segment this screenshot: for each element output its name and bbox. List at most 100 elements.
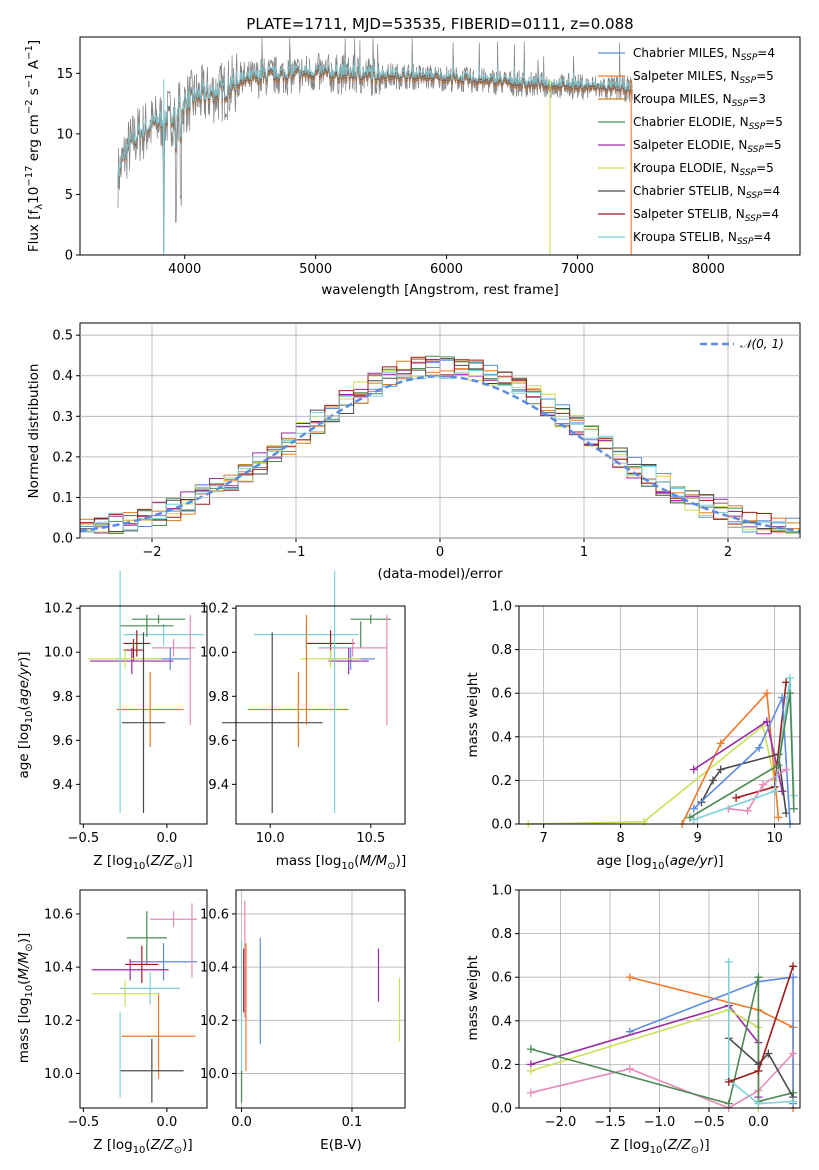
- y-tick-label: 0.4: [491, 730, 512, 745]
- weight-marker: [764, 1049, 773, 1058]
- weight-marker: [754, 1066, 763, 1075]
- spectrum-xlabel: wavelength [Angstrom, rest frame]: [321, 282, 559, 298]
- y-tick-label: 0.2: [491, 1058, 512, 1073]
- weight-z-ylabel: mass weight: [465, 955, 481, 1040]
- weight-marker: [709, 776, 718, 785]
- panel-marks: [88, 570, 204, 813]
- panel-marks: [524, 673, 798, 828]
- weight-marker: [754, 1099, 763, 1108]
- weight-vs-metallicity-panel: −2.0 −1.5 −1.0 −0.5 0.0 0.0 0.2 0.4 0.6 0.8 1.0: [491, 884, 801, 1130]
- weight-line: [530, 977, 794, 1105]
- x-tick-label: 0: [436, 545, 444, 560]
- weight-marker: [785, 689, 794, 698]
- mass-vs-metallicity-panel: −0.5 0.0 10.0 10.2 10.4 10.6: [44, 889, 208, 1130]
- panel-marks: [221, 570, 391, 813]
- legend-label: Chabrier ELODIE, NSSP=5: [633, 115, 783, 132]
- y-tick-label: 0.8: [491, 927, 512, 942]
- panel-frame: [518, 605, 801, 825]
- y-tick-label: 9.6: [208, 734, 229, 749]
- x-tick-label: −1.0: [644, 1115, 676, 1130]
- y-tick-label: 15: [56, 67, 73, 82]
- x-tick-label: 5000: [299, 262, 332, 277]
- y-tick-label: 0.0: [52, 532, 73, 547]
- residual-legend: 𝒩(0, 1): [700, 337, 784, 351]
- panel-frame: [79, 605, 208, 825]
- x-tick-label: 2: [724, 545, 732, 560]
- x-tick-label: −1: [286, 545, 305, 560]
- legend-label: Chabrier STELIB, NSSP=4: [633, 184, 780, 201]
- x-tick-label: 8000: [692, 262, 725, 277]
- panel-marks: [240, 900, 401, 1103]
- y-tick-label: 10.4: [200, 961, 229, 976]
- x-tick-label: −0.5: [68, 831, 100, 846]
- spectrum-panel: PLATE=1711, MJD=53535, FIBERID=0111, z=0…: [24, 15, 801, 298]
- weight-marker: [625, 1064, 634, 1073]
- weight-marker: [755, 743, 764, 752]
- y-tick-label: 0.8: [491, 643, 512, 658]
- panel-frame: [235, 605, 406, 825]
- weight-marker: [526, 1088, 535, 1097]
- mass-vs-ebv-panel: 0.0 0.1 10.0 10.2 10.4 10.6: [200, 889, 406, 1130]
- legend-label: Kroupa MILES, NSSP=3: [633, 92, 766, 109]
- weight-marker: [724, 957, 733, 966]
- weight-marker: [625, 973, 634, 982]
- weight-marker: [789, 962, 798, 971]
- weight-vs-age-panel: 7 8 9 10 0.0 0.2 0.4 0.6 0.8 1.0: [491, 600, 801, 846]
- age-vs-mass-panel: 10.0 10.5 9.4 9.6 9.8 10.0 10.2: [200, 570, 406, 846]
- weight-marker: [789, 973, 798, 982]
- weight-marker: [770, 787, 779, 796]
- y-tick-label: 9.4: [208, 778, 229, 793]
- x-tick-label: 8: [616, 831, 624, 846]
- y-tick-label: 0.2: [491, 774, 512, 789]
- x-tick-label: 0.0: [231, 1115, 252, 1130]
- panel-marks: [91, 903, 197, 1103]
- weight-marker: [789, 804, 798, 813]
- age-z-ylabel: age [log10(age/yr)]: [16, 651, 35, 778]
- legend-label: Salpeter ELODIE, NSSP=5: [633, 138, 782, 155]
- weight-marker: [526, 1066, 535, 1075]
- y-tick-label: 0.6: [491, 687, 512, 702]
- panel-frame: [518, 889, 801, 1109]
- x-tick-label: 0.0: [157, 831, 178, 846]
- y-tick-label: 0.2: [52, 450, 73, 465]
- y-tick-label: 1.0: [491, 600, 512, 615]
- y-tick-label: 10.2: [200, 602, 229, 617]
- y-tick-label: 0.0: [491, 818, 512, 833]
- y-tick-label: 0.3: [52, 410, 73, 425]
- weight-line: [689, 693, 795, 819]
- x-tick-label: 4000: [168, 262, 201, 277]
- spectrum-title: PLATE=1711, MJD=53535, FIBERID=0111, z=0…: [246, 15, 633, 33]
- observed-spectrum-line: [117, 38, 633, 253]
- y-tick-label: 0.4: [52, 369, 73, 384]
- small-panel-labels: age [log10(age/yr)] Z [log10(Z/Z⊙)] mass…: [16, 651, 724, 1156]
- weight-line: [530, 1004, 760, 1098]
- y-tick-label: 9.6: [52, 734, 73, 749]
- weight-marker: [689, 804, 698, 813]
- weight-marker: [774, 761, 783, 770]
- weight-marker: [754, 973, 763, 982]
- age-mass-xlabel: mass [log10(M/M⊙)]: [276, 853, 406, 872]
- y-tick-label: 10.0: [200, 646, 229, 661]
- age-z-xlabel: Z [log10(Z/Z⊙)]: [93, 853, 192, 872]
- weight-line: [629, 976, 794, 1104]
- legend-label: Kroupa STELIB, NSSP=4: [633, 230, 771, 247]
- spectrum-legend: Chabrier MILES, NSSP=4 Salpeter MILES, NS…: [598, 46, 783, 247]
- y-tick-label: 10.2: [200, 1014, 229, 1029]
- y-tick-label: 10.4: [44, 961, 73, 976]
- x-tick-label: 1: [580, 545, 588, 560]
- x-tick-label: 10.5: [356, 831, 385, 846]
- y-tick-label: 10: [56, 127, 73, 142]
- residual-xlabel: (data-model)/error: [377, 566, 503, 582]
- weight-line: [728, 1037, 794, 1098]
- residual-ticks: −2 −1 0 1 2 0.0 0.1 0.2 0.3 0.4 0.5: [52, 323, 800, 560]
- x-tick-label: −0.5: [693, 1115, 725, 1130]
- mass-z-ylabel: mass [log10(M/M⊙)]: [16, 933, 35, 1063]
- weight-marker: [778, 693, 787, 702]
- spectrum-frame: [79, 36, 801, 256]
- y-tick-label: 9.4: [52, 778, 73, 793]
- weight-marker: [743, 806, 752, 815]
- y-tick-label: 10.2: [44, 602, 73, 617]
- y-tick-label: 0.4: [491, 1014, 512, 1029]
- weight-line: [693, 697, 791, 825]
